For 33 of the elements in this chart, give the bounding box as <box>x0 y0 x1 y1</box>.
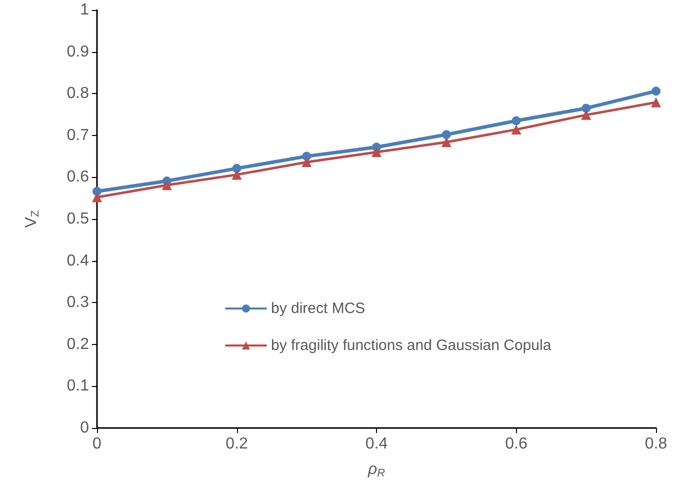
point <box>581 110 592 120</box>
point <box>511 124 522 135</box>
y-tick-label: 0 <box>80 420 90 436</box>
point <box>162 180 172 190</box>
point <box>582 104 591 113</box>
legend-label: by direct MCS <box>271 300 366 317</box>
y-tick-label: 0.9 <box>66 43 90 60</box>
y-tick-label: 0.5 <box>66 210 90 228</box>
point <box>652 86 660 96</box>
x-tick-label: 0.6 <box>505 436 528 452</box>
y-tick-label: 0.4 <box>66 252 90 270</box>
y-tick-label: 0.2 <box>66 336 90 353</box>
point <box>512 116 521 126</box>
y-tick-label: 0.8 <box>66 85 90 102</box>
x-tick-label: 0.2 <box>226 436 248 452</box>
point <box>92 186 102 196</box>
point <box>442 130 451 140</box>
point <box>651 97 661 108</box>
y-tick-label: 0.6 <box>66 168 90 186</box>
y-tick-label: 0.1 <box>66 378 90 395</box>
point <box>441 137 452 148</box>
y-tick-label: 1 <box>80 2 90 18</box>
legend-label: by fragility functions and Gaussian Copula <box>271 337 552 354</box>
x-tick-label: 0.8 <box>644 436 668 452</box>
y-axis-title: VZ <box>23 210 42 228</box>
point <box>372 147 382 158</box>
y-tick-label: 0.3 <box>66 294 90 312</box>
point <box>232 170 242 180</box>
x-tick-label: 0 <box>92 436 102 452</box>
y-tick-label: 0.7 <box>66 126 90 144</box>
point <box>92 192 102 202</box>
point <box>302 157 312 168</box>
x-tick-label: 0.4 <box>365 436 388 452</box>
